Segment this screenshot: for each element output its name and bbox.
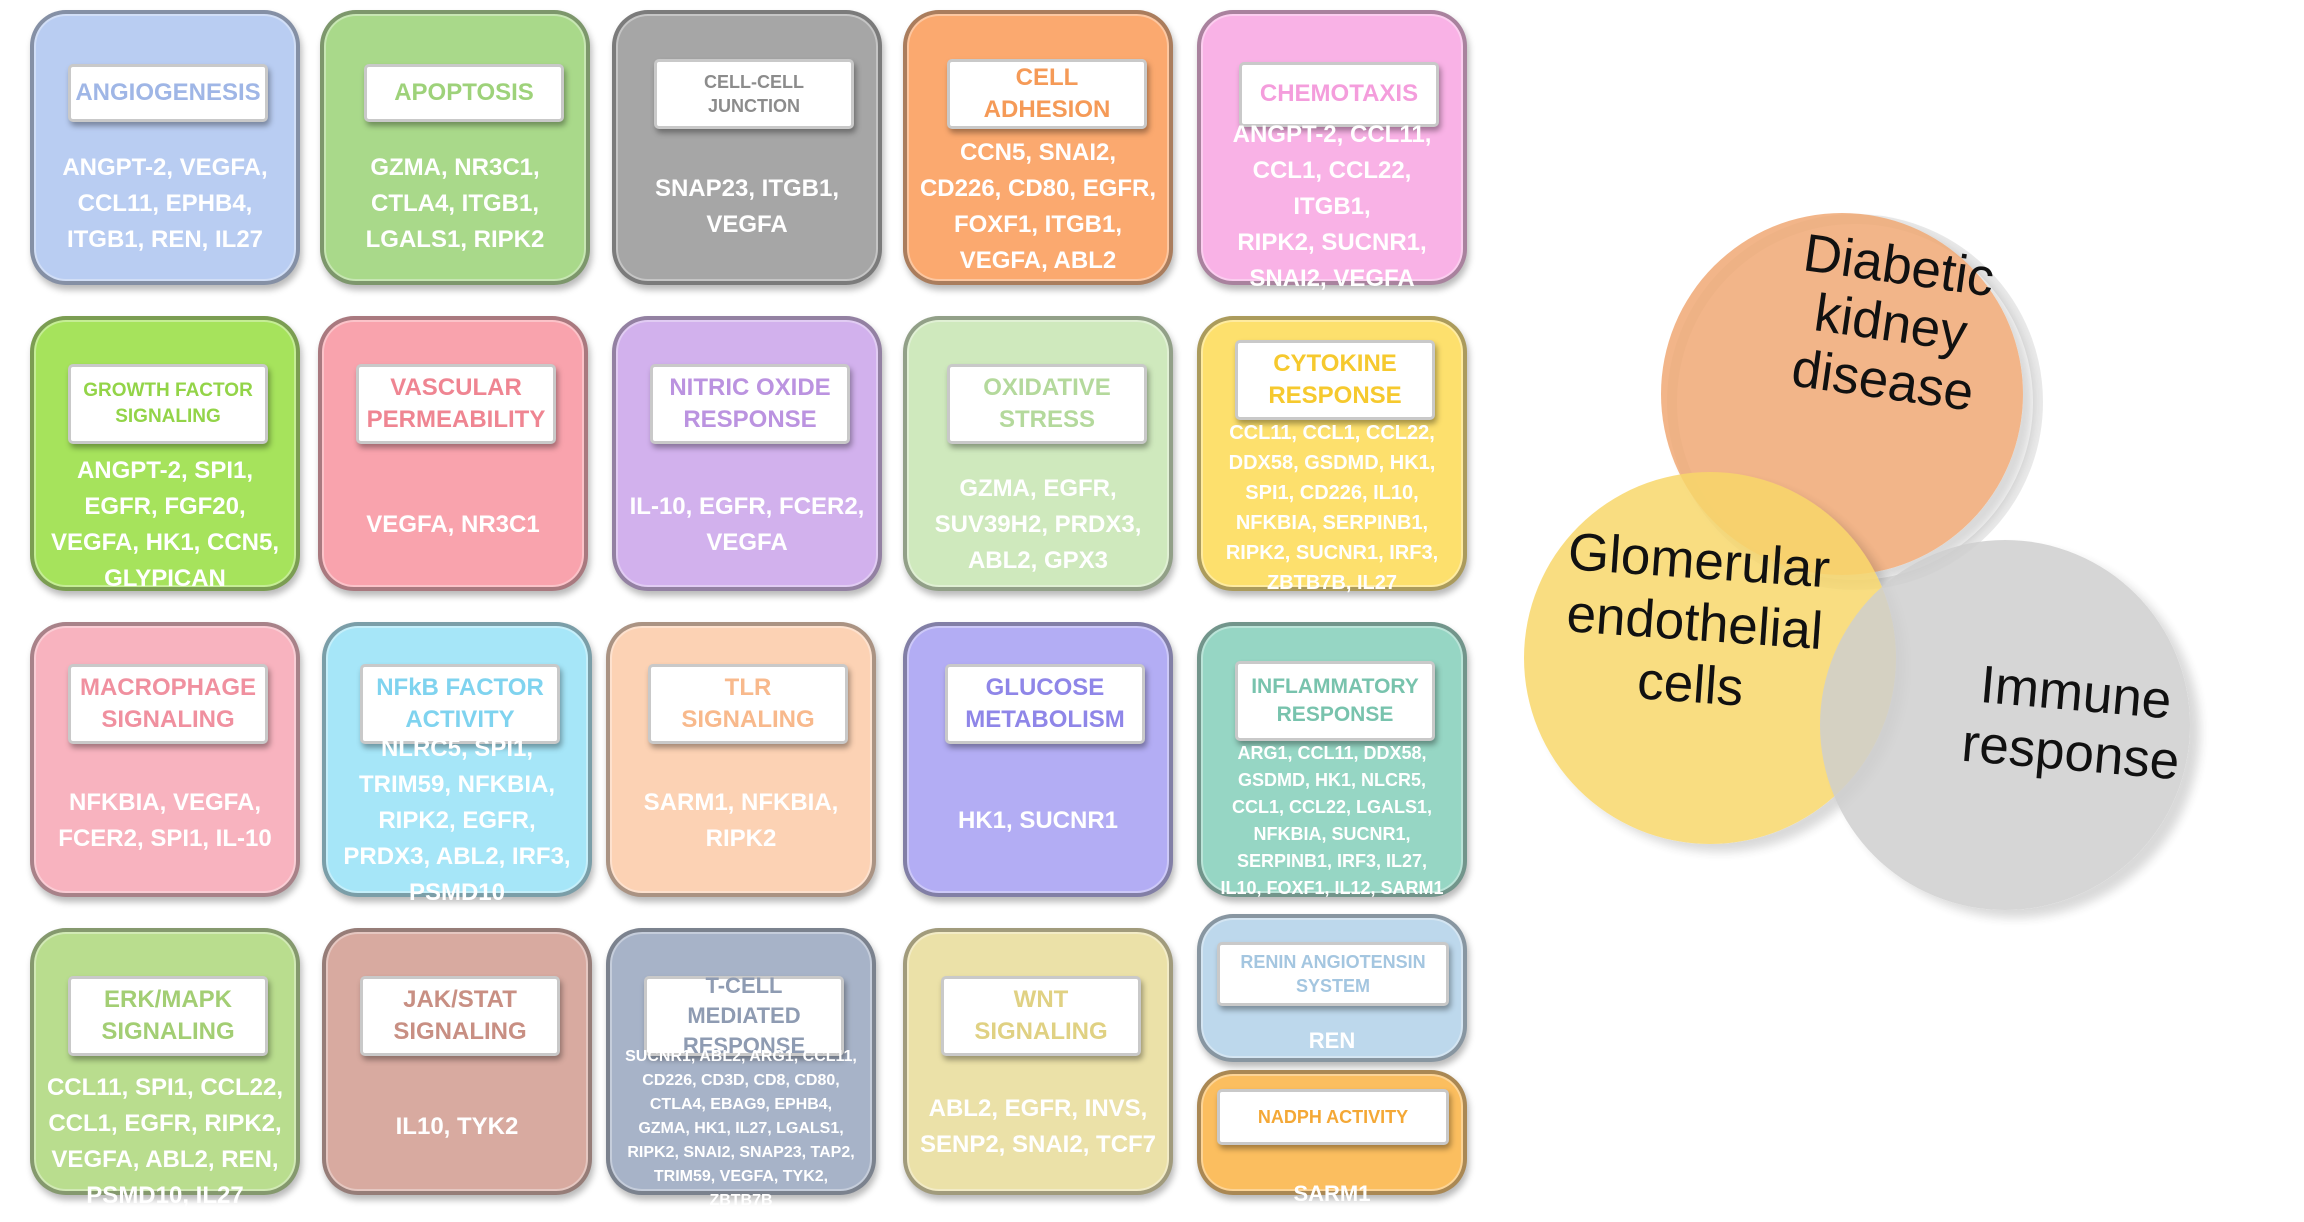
pathway-card-vascular-permeability: VASCULAR PERMEABILITY VEGFA, NR3C1 bbox=[318, 316, 588, 591]
pathway-genes: CCL11, CCL1, CCL22, DDX58, GSDMD, HK1, S… bbox=[1225, 421, 1439, 594]
venn-label-line: response bbox=[1959, 714, 2181, 792]
pathway-genes: ABL2, EGFR, INVS, SENP2, SNAI2, TCF7 bbox=[919, 1095, 1157, 1158]
pathway-title: GLUCOSE METABOLISM bbox=[945, 664, 1145, 744]
pathway-title: RENIN ANGIOTENSIN SYSTEM bbox=[1217, 942, 1449, 1006]
venn-label-line: disease bbox=[1788, 339, 1977, 423]
pathway-genes: NFKBIA, VEGFA, FCER2, SPI1, IL-10 bbox=[58, 789, 272, 852]
pathway-title: CELL ADHESION bbox=[947, 59, 1147, 129]
pathway-genes: REN bbox=[1308, 1027, 1356, 1053]
pathway-card-inflammatory-response: INFLAMMATORY RESPONSE ARG1, CCL11, DDX58,… bbox=[1197, 622, 1467, 898]
pathway-card-t-cell-mediated-response: T-CELL MEDIATED RESPONSE SUCNR1, ABL2, AR… bbox=[606, 928, 876, 1209]
pathway-card-nfkb-factor-activity: NFkB FACTOR ACTIVITY NLRC5, SPI1, TRIM59,… bbox=[322, 622, 592, 906]
venn-label-line: Immune bbox=[1978, 655, 2174, 730]
pathway-genes: CCN5, SNAI2, CD226, CD80, EGFR, FOXF1, I… bbox=[919, 138, 1157, 274]
pathway-title: NITRIC OXIDE RESPONSE bbox=[650, 364, 850, 444]
pathway-card-wnt-signaling: WNT SIGNALING ABL2, EGFR, INVS, SENP2, SN… bbox=[903, 928, 1173, 1195]
venn-label-line: cells bbox=[1635, 651, 1745, 717]
pathway-title: CHEMOTAXIS bbox=[1239, 62, 1439, 127]
pathway-genes: SARM1, NFKBIA, RIPK2 bbox=[643, 789, 839, 852]
pathway-title: VASCULAR PERMEABILITY bbox=[356, 364, 556, 444]
pathway-title: NADPH ACTIVITY bbox=[1217, 1089, 1449, 1145]
pathway-card-macrophage-signaling: MACROPHAGE SIGNALING NFKBIA, VEGFA, FCER2… bbox=[30, 622, 300, 897]
pathway-title: GROWTH FACTOR SIGNALING bbox=[68, 364, 268, 444]
pathway-card-tlr-signaling: TLR SIGNALING SARM1, NFKBIA, RIPK2 bbox=[606, 622, 876, 897]
pathway-title: MACROPHAGE SIGNALING bbox=[68, 664, 268, 744]
pathway-genes: SNAP23, ITGB1, VEGFA bbox=[654, 174, 840, 238]
pathway-title: OXIDATIVE STRESS bbox=[947, 364, 1147, 444]
pathway-title: NFkB FACTOR ACTIVITY bbox=[360, 664, 560, 744]
venn-circle-glomerular-endothelial-cells bbox=[1524, 472, 1896, 844]
pathway-genes: SUCNR1, ABL2, ARG1, CCL11, CD226, CD3D, … bbox=[625, 1048, 857, 1209]
pathway-card-grid: ANGIOGENESIS ANGPT-2, VEGFA, CCL11, EPHB4… bbox=[30, 10, 1467, 1209]
pathway-title: T-CELL MEDIATED RESPONSE bbox=[644, 973, 844, 1058]
pathway-title: JAK/STAT SIGNALING bbox=[360, 976, 560, 1056]
venn-label-glomerular-endothelial-cells: Glomerularendothelialcells bbox=[1558, 522, 1832, 723]
pathway-genes: GZMA, EGFR, SUV39H2, PRDX3, ABL2, GPX3 bbox=[934, 475, 1142, 574]
pathway-genes: VEGFA, NR3C1 bbox=[366, 511, 540, 538]
pathway-title: CYTOKINE RESPONSE bbox=[1235, 340, 1435, 420]
venn-label-line: Diabetic bbox=[1800, 223, 1998, 308]
pathway-genes: IL10, TYK2 bbox=[395, 1113, 519, 1140]
pathway-title: CELL-CELL JUNCTION bbox=[654, 59, 854, 129]
pathway-genes: ANGPT-2, SPI1, EGFR, FGF20, VEGFA, HK1, … bbox=[50, 457, 280, 592]
venn-label-line: kidney bbox=[1811, 283, 1971, 363]
pathway-card-erk-mapk-signaling: ERK/MAPK SIGNALING CCL11, SPI1, CCL22, CC… bbox=[30, 928, 300, 1209]
venn-label-line: Glomerular bbox=[1566, 522, 1832, 599]
pathway-card-cell-adhesion: CELL ADHESION CCN5, SNAI2, CD226, CD80, E… bbox=[903, 10, 1173, 285]
venn-label-diabetic-kidney-disease: Diabetickidneydisease bbox=[1784, 223, 1998, 423]
pathway-title: APOPTOSIS bbox=[364, 64, 564, 122]
pathway-title: ERK/MAPK SIGNALING bbox=[68, 976, 268, 1056]
pathway-title: INFLAMMATORY RESPONSE bbox=[1235, 661, 1435, 741]
pathway-title: WNT SIGNALING bbox=[941, 976, 1141, 1056]
pathway-card-jak-stat-signaling: JAK/STAT SIGNALING IL10, TYK2 bbox=[322, 928, 592, 1195]
venn-circle-diabetic-kidney-disease bbox=[1661, 213, 2043, 590]
pathway-genes: SARM1 bbox=[1293, 1180, 1371, 1206]
venn-label-immune-response: Immuneresponse bbox=[1959, 654, 2187, 792]
pathway-genes: IL-10, EGFR, FCER2, VEGFA bbox=[629, 493, 865, 556]
pathway-genes: ANGPT-2, VEGFA, CCL11, EPHB4, ITGB1, REN… bbox=[62, 154, 268, 253]
pathway-genes: HK1, SUCNR1 bbox=[957, 807, 1119, 834]
pathway-card-apoptosis: APOPTOSIS GZMA, NR3C1, CTLA4, ITGB1, LGAL… bbox=[320, 10, 590, 285]
pathway-genes: GZMA, NR3C1, CTLA4, ITGB1, LGALS1, RIPK2 bbox=[365, 154, 545, 253]
pathway-genes: CCL11, SPI1, CCL22, CCL1, EGFR, RIPK2, V… bbox=[46, 1074, 284, 1209]
pathway-genes: ANGPT-2, CCL11, CCL1, CCL22, ITGB1, RIPK… bbox=[1232, 120, 1432, 292]
venn-circle-immune-response bbox=[1820, 540, 2190, 910]
pathway-card-cytokine-response: CYTOKINE RESPONSE CCL11, CCL1, CCL22, DDX… bbox=[1197, 316, 1467, 594]
pathway-card-cell-cell-junction: CELL-CELL JUNCTION SNAP23, ITGB1, VEGFA bbox=[612, 10, 882, 285]
pathway-card-glucose-metabolism: GLUCOSE METABOLISM HK1, SUCNR1 bbox=[903, 622, 1173, 897]
pathway-card-growth-factor-signaling: GROWTH FACTOR SIGNALING ANGPT-2, SPI1, EG… bbox=[30, 316, 300, 592]
pathway-card-oxidative-stress: OXIDATIVE STRESS GZMA, EGFR, SUV39H2, PRD… bbox=[903, 316, 1173, 591]
pathway-genes: ARG1, CCL11, DDX58, GSDMD, HK1, NLCR5, C… bbox=[1220, 743, 1444, 898]
pathway-card-angiogenesis: ANGIOGENESIS ANGPT-2, VEGFA, CCL11, EPHB4… bbox=[30, 10, 300, 285]
pathway-card-chemotaxis: CHEMOTAXIS ANGPT-2, CCL11, CCL1, CCL22, I… bbox=[1197, 10, 1467, 292]
pathway-card-nadph-activity: NADPH ACTIVITY SARM1 bbox=[1197, 1070, 1467, 1206]
pathway-title: ANGIOGENESIS bbox=[68, 64, 268, 122]
pathway-card-nitric-oxide-response: NITRIC OXIDE RESPONSE IL-10, EGFR, FCER2,… bbox=[612, 316, 882, 591]
venn-label-line: endothelial bbox=[1565, 584, 1825, 661]
pathway-title: TLR SIGNALING bbox=[648, 664, 848, 744]
pathway-genes: NLRC5, SPI1, TRIM59, NFKBIA, RIPK2, EGFR… bbox=[343, 735, 571, 906]
pathway-card-renin-angiotensin-system: RENIN ANGIOTENSIN SYSTEM REN bbox=[1197, 914, 1467, 1062]
